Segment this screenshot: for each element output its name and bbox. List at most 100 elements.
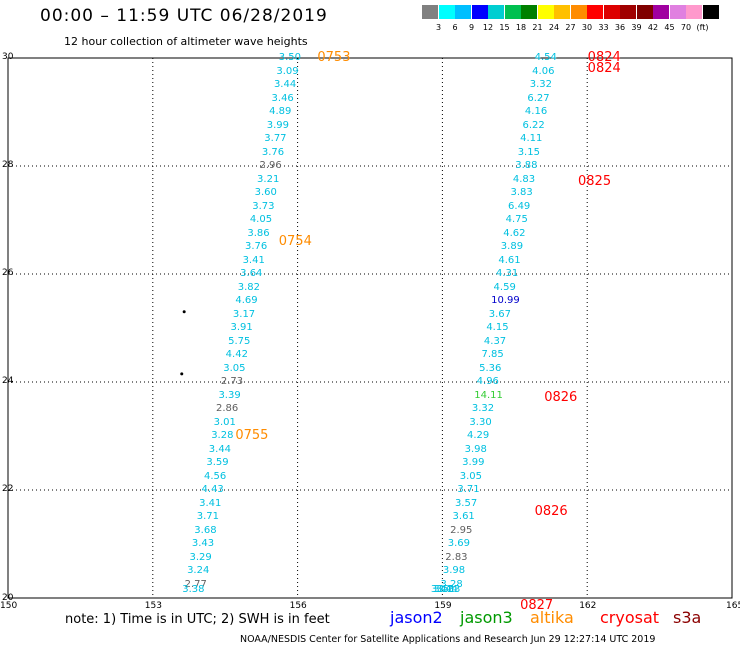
time-label: 0824	[587, 60, 621, 76]
wave-height-value: 4.54	[534, 52, 557, 63]
colorbar-label: 42	[647, 23, 659, 32]
wave-height-value: 3.98	[442, 565, 466, 576]
colorbar-label: 12	[482, 23, 494, 32]
wave-height-value: 3.83	[510, 187, 533, 198]
wave-height-value: 3.41	[242, 254, 265, 266]
colorbar-swatch	[686, 5, 702, 19]
colorbar-swatch	[669, 5, 686, 19]
colorbar-label: 45	[664, 23, 675, 32]
note-text: note: 1) Time is in UTC; 2) SWH is in fe…	[65, 612, 330, 627]
wave-height-value: 4.61	[498, 254, 521, 266]
wave-height-value: 6.22	[522, 119, 545, 131]
wave-height-value: 4.59	[493, 281, 516, 293]
colorbar-swatch	[702, 5, 719, 19]
wave-height-value: 4.69	[235, 295, 258, 306]
wave-height-value: 4.16	[524, 106, 548, 117]
wave-height-value: 3.44	[273, 79, 297, 90]
wave-height-value: 6.49	[508, 200, 531, 212]
wave-height-value: 3.44	[208, 443, 232, 455]
wave-height-value: 4.89	[269, 106, 292, 117]
map-frame	[7, 57, 733, 599]
satellite-name: altika	[530, 608, 574, 627]
wave-height-value: 2.95	[450, 524, 473, 536]
wave-height-value: 3.99	[266, 119, 289, 131]
wave-height-value: 4.96	[476, 376, 499, 387]
wave-height-value: 3.09	[276, 65, 299, 77]
wave-height-value: 3.28	[211, 430, 234, 441]
satellite-name: jason2	[390, 608, 443, 627]
x-tick-label: 156	[289, 601, 307, 611]
x-tick-label: 162	[579, 601, 597, 611]
wave-height-value: 4.42	[225, 349, 248, 360]
wave-height-value: 4.62	[503, 227, 526, 239]
x-tick-label: 153	[144, 601, 162, 611]
colorbar-swatch	[471, 5, 488, 19]
colorbar-label: 33	[598, 23, 609, 32]
wave-height-value: 2.96	[259, 160, 282, 171]
colorbar-label: 39	[631, 23, 642, 32]
wave-height-value: 3.50	[278, 52, 302, 63]
colorbar-label: 36	[614, 23, 626, 32]
colorbar-label: 30	[581, 23, 593, 32]
wave-height-value: 3.41	[199, 497, 222, 509]
wave-height-value: 3.51	[433, 584, 456, 595]
colorbar-label: 9	[468, 23, 475, 32]
x-tick-label: 159	[434, 601, 452, 611]
time-label: 0826	[544, 390, 578, 406]
wave-height-value: 3.05	[459, 470, 483, 482]
time-label: 0755	[235, 428, 269, 443]
wave-height-value: 10.99	[491, 295, 520, 306]
wave-height-value: 3.82	[237, 281, 260, 293]
y-tick-label: 22	[2, 484, 14, 494]
wave-height-value: 3.21	[257, 173, 280, 185]
x-tick-label: 150	[0, 601, 18, 611]
wave-height-value: 4.83	[512, 173, 536, 185]
credit-text: NOAA/NESDIS Center for Satellite Applica…	[240, 634, 656, 645]
time-label: 0753	[317, 50, 351, 65]
wave-height-value: 3.99	[462, 457, 485, 468]
wave-height-value: 3.77	[264, 133, 287, 144]
wave-height-value: 3.86	[247, 227, 270, 239]
wave-height-value: 2.77	[184, 578, 207, 590]
colorbar-swatch	[422, 5, 438, 19]
wave-height-value: 3.33	[438, 584, 461, 595]
colorbar-swatch	[620, 5, 636, 19]
colorbar-swatch	[455, 5, 471, 19]
wave-height-value: 3.41	[430, 584, 454, 595]
y-tick-label: 28	[2, 160, 14, 170]
colorbar-label: (ft)	[696, 23, 709, 32]
wave-height-value: 3.88	[515, 160, 538, 171]
colorbar-swatch	[570, 5, 587, 19]
page-title: 00:00 – 11:59 UTC 06/28/2019	[40, 6, 328, 26]
wave-height-value: 3.98	[464, 443, 487, 455]
colorbar-swatch	[653, 5, 669, 19]
colorbar-label: 3	[435, 23, 442, 32]
wave-height-value: 4.06	[532, 65, 555, 77]
page-subtitle: 12 hour collection of altimeter wave hei…	[64, 35, 308, 48]
wave-height-value: 7.85	[481, 349, 504, 360]
colorbar-swatch	[488, 5, 504, 19]
wave-height-value: 4.05	[249, 214, 273, 225]
wave-height-value: 3.01	[213, 416, 236, 428]
wave-height-value: 3.28	[440, 578, 463, 590]
wave-height-value: 3.24	[187, 565, 210, 576]
colorbar-swatch	[438, 5, 455, 19]
wave-height-value: 2.73	[220, 376, 244, 387]
wave-height-value: 4.31	[495, 268, 519, 279]
colorbar-swatch	[554, 5, 570, 19]
wave-height-value: 4.15	[486, 322, 509, 333]
island-dot	[180, 372, 184, 376]
time-label: 0825	[578, 174, 612, 190]
y-tick-label: 30	[2, 52, 14, 62]
colorbar-swatch	[521, 5, 537, 19]
colorbar-swatch	[537, 5, 554, 19]
wave-height-value: 3.44	[435, 584, 458, 595]
island-dot	[182, 310, 186, 314]
x-tick-label: 165	[726, 601, 740, 611]
wave-height-value: 3.89	[500, 241, 524, 252]
wave-height-value: 3.39	[218, 389, 241, 401]
wave-height-value: 3.69	[447, 538, 470, 549]
wave-height-value: 3.67	[488, 308, 511, 320]
wave-height-value: 3.57	[454, 497, 478, 509]
wave-height-value: 5.75	[228, 335, 251, 347]
